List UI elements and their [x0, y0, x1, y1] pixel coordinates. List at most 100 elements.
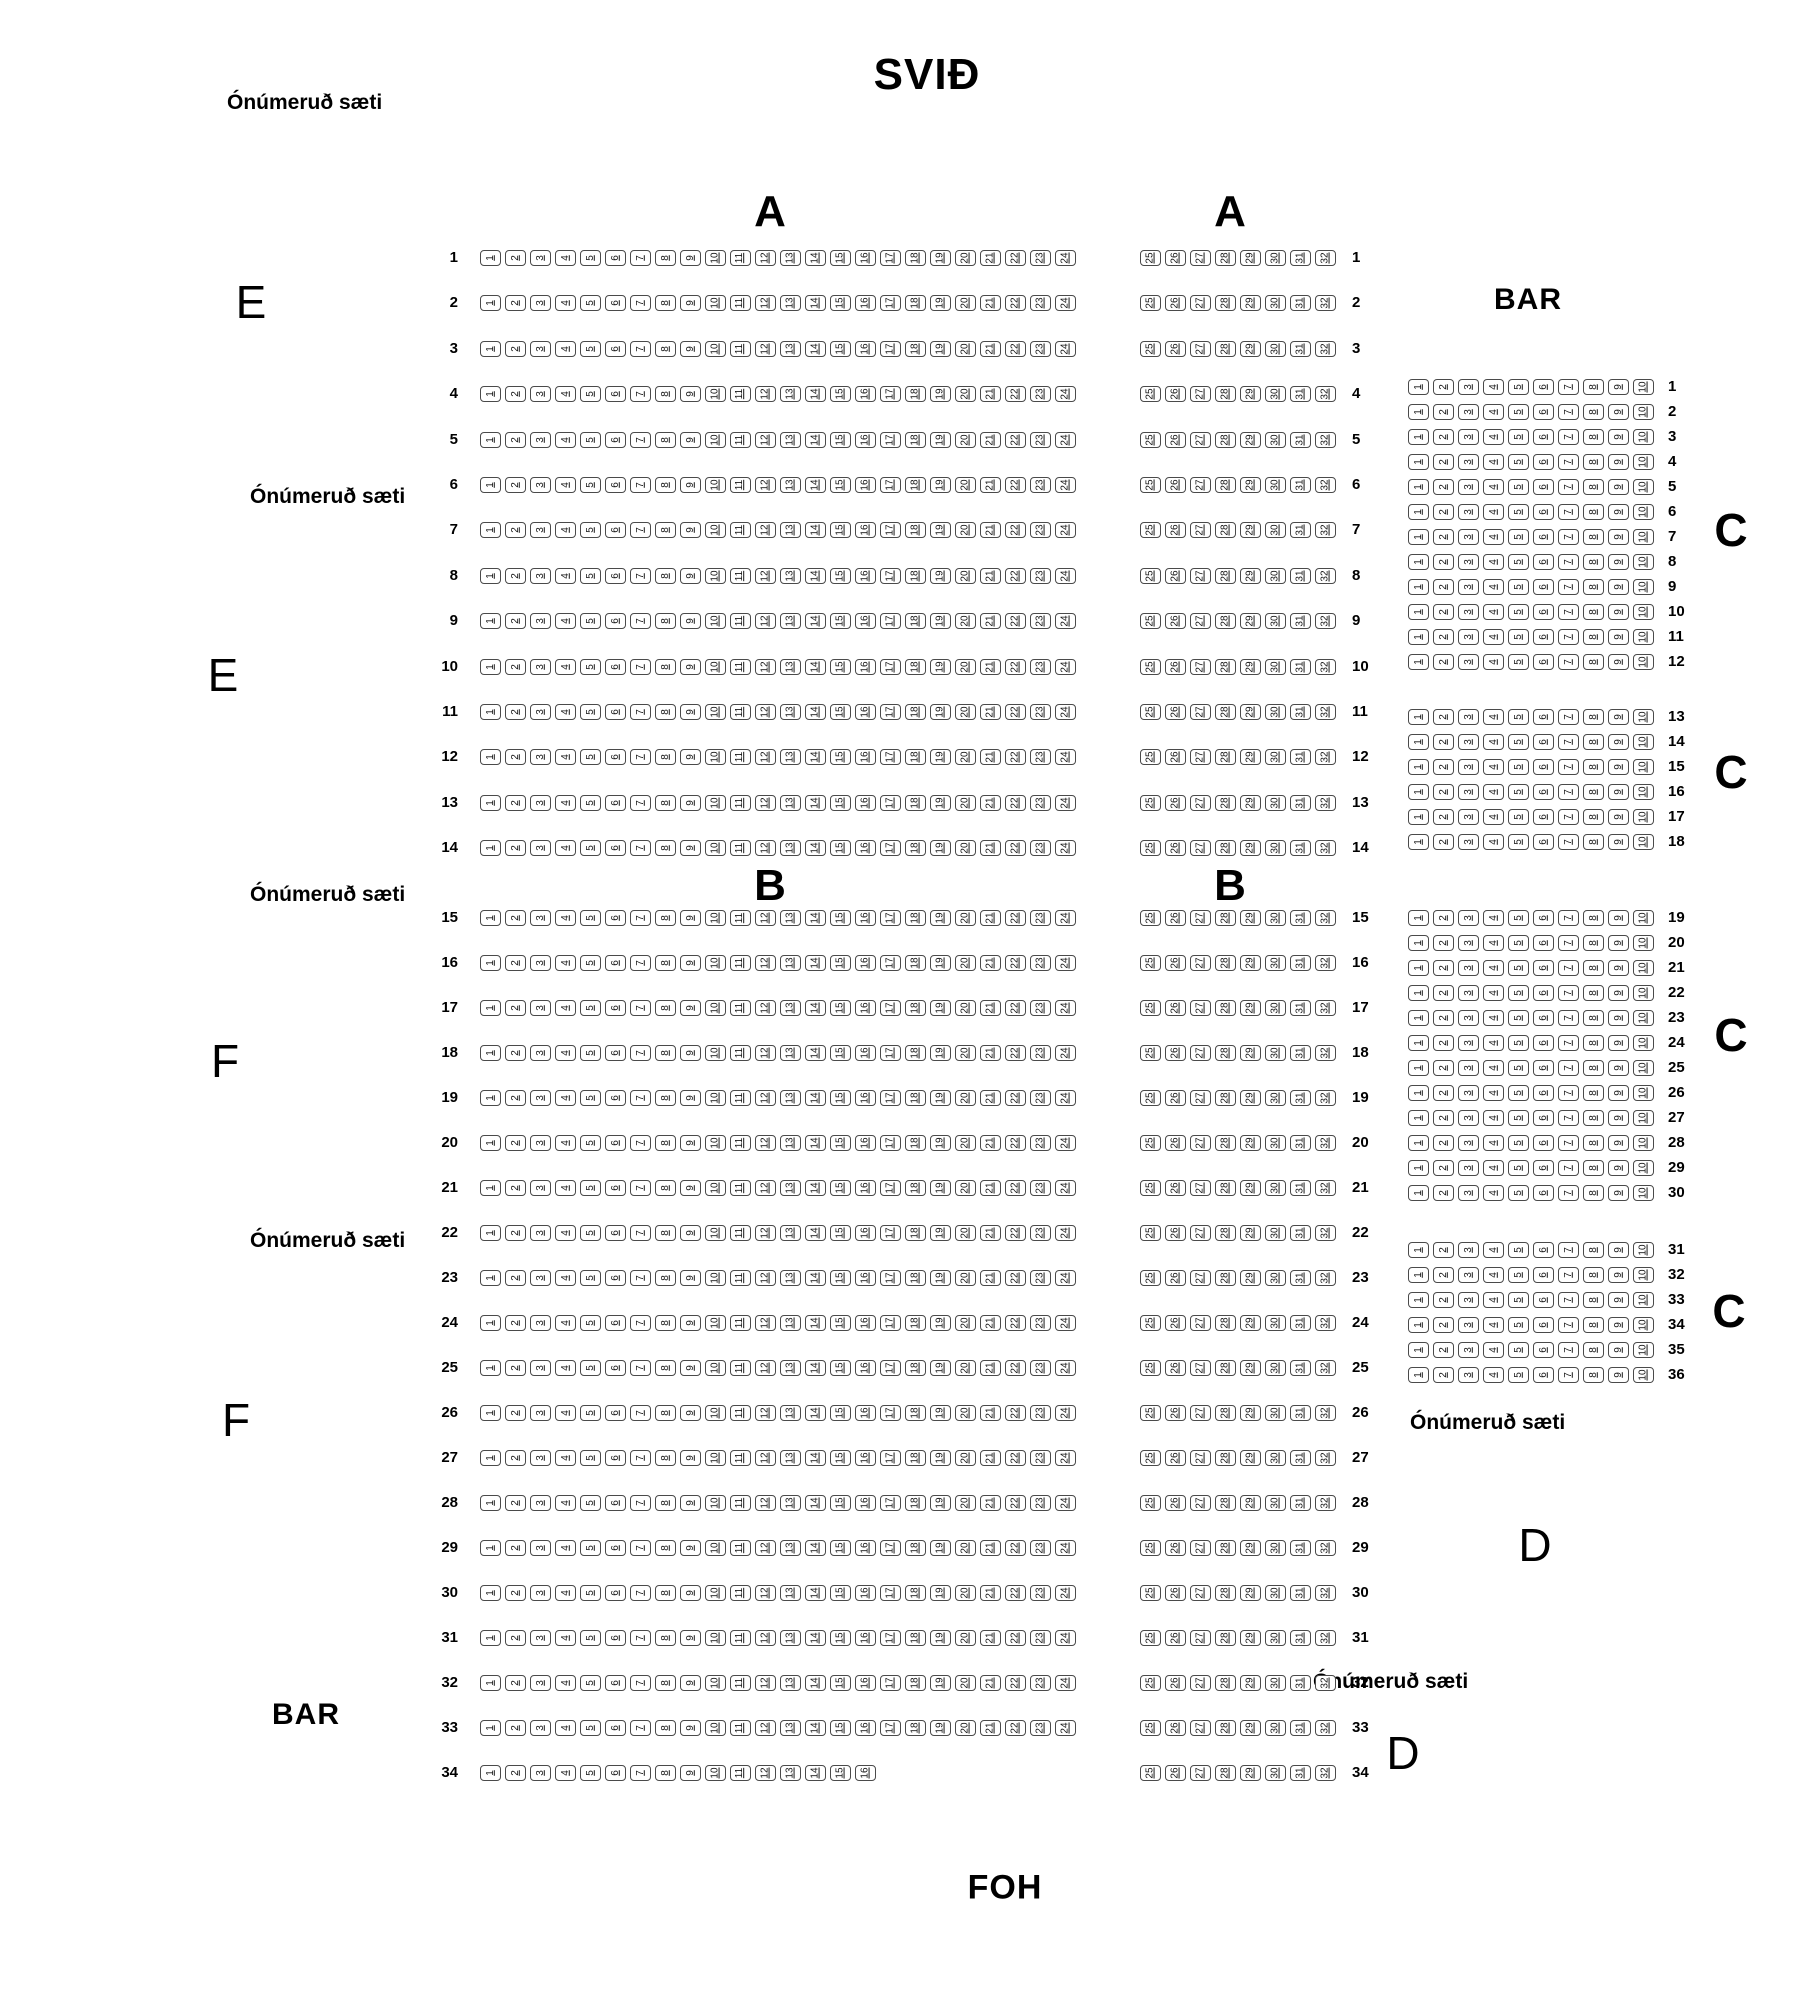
- seat[interactable]: 7: [630, 1540, 651, 1556]
- seat[interactable]: 5: [580, 1675, 601, 1691]
- seat[interactable]: 18: [905, 1000, 926, 1016]
- seat[interactable]: 17: [880, 431, 901, 448]
- seat[interactable]: 27: [1190, 1630, 1211, 1646]
- seat[interactable]: 2: [505, 1765, 526, 1781]
- seat[interactable]: 10: [705, 704, 726, 720]
- seat[interactable]: 25: [1140, 1630, 1161, 1646]
- seat[interactable]: 1: [1408, 1085, 1429, 1101]
- seat[interactable]: 2: [1433, 1060, 1454, 1076]
- seat[interactable]: 27: [1190, 477, 1211, 493]
- seat[interactable]: 29: [1240, 749, 1261, 766]
- seat[interactable]: 28: [1215, 1090, 1236, 1106]
- seat[interactable]: 24: [1055, 340, 1076, 357]
- seat[interactable]: 7: [1558, 1035, 1579, 1051]
- seat[interactable]: 6: [605, 1495, 626, 1511]
- seat[interactable]: 12: [755, 1630, 776, 1646]
- seat[interactable]: 17: [880, 1720, 901, 1736]
- seat[interactable]: 15: [830, 250, 851, 266]
- seat[interactable]: 1: [1408, 479, 1429, 495]
- seat[interactable]: 10: [705, 1180, 726, 1196]
- seat[interactable]: 28: [1215, 522, 1236, 539]
- seat[interactable]: 10: [705, 794, 726, 811]
- seat[interactable]: 8: [655, 955, 676, 971]
- seat[interactable]: 15: [830, 1000, 851, 1016]
- seat[interactable]: 3: [1458, 1267, 1479, 1283]
- seat[interactable]: 24: [1055, 794, 1076, 811]
- seat[interactable]: 28: [1215, 704, 1236, 720]
- seat[interactable]: 9: [680, 1450, 701, 1466]
- seat[interactable]: 6: [1533, 1185, 1554, 1201]
- seat[interactable]: 14: [805, 1720, 826, 1736]
- seat[interactable]: 28: [1215, 1405, 1236, 1421]
- seat[interactable]: 18: [905, 613, 926, 630]
- seat[interactable]: 7: [630, 704, 651, 720]
- seat[interactable]: 17: [880, 1135, 901, 1151]
- seat[interactable]: 1: [480, 1720, 501, 1736]
- seat[interactable]: 10: [1633, 404, 1654, 420]
- seat[interactable]: 26: [1165, 1585, 1186, 1601]
- seat[interactable]: 8: [655, 1360, 676, 1376]
- seat[interactable]: 12: [755, 1225, 776, 1241]
- seat[interactable]: 25: [1140, 1720, 1161, 1736]
- seat[interactable]: 2: [1433, 834, 1454, 850]
- seat[interactable]: 6: [1533, 759, 1554, 775]
- seat[interactable]: 29: [1240, 295, 1261, 312]
- seat[interactable]: 3: [530, 1135, 551, 1151]
- seat[interactable]: 2: [1433, 554, 1454, 570]
- seat[interactable]: 8: [655, 1540, 676, 1556]
- seat[interactable]: 32: [1315, 477, 1336, 493]
- seat[interactable]: 3: [530, 522, 551, 539]
- seat[interactable]: 8: [655, 658, 676, 675]
- seat[interactable]: 11: [730, 1225, 751, 1241]
- seat[interactable]: 32: [1315, 1540, 1336, 1556]
- seat[interactable]: 2: [505, 567, 526, 584]
- seat[interactable]: 32: [1315, 1720, 1336, 1736]
- seat[interactable]: 1: [480, 1225, 501, 1241]
- seat[interactable]: 12: [755, 1180, 776, 1196]
- seat[interactable]: 18: [905, 1720, 926, 1736]
- seat[interactable]: 7: [630, 1720, 651, 1736]
- seat[interactable]: 1: [480, 386, 501, 403]
- seat[interactable]: 2: [1433, 379, 1454, 395]
- seat[interactable]: 3: [530, 910, 551, 926]
- seat[interactable]: 23: [1030, 250, 1051, 266]
- seat[interactable]: 11: [730, 1630, 751, 1646]
- seat[interactable]: 15: [830, 658, 851, 675]
- seat[interactable]: 24: [1055, 704, 1076, 720]
- seat[interactable]: 13: [780, 658, 801, 675]
- seat[interactable]: 9: [1608, 454, 1629, 470]
- seat[interactable]: 23: [1030, 522, 1051, 539]
- seat[interactable]: 4: [555, 250, 576, 266]
- seat[interactable]: 1: [1408, 1060, 1429, 1076]
- seat[interactable]: 1: [1408, 404, 1429, 420]
- seat[interactable]: 5: [580, 1360, 601, 1376]
- seat[interactable]: 29: [1240, 613, 1261, 630]
- seat[interactable]: 8: [1583, 454, 1604, 470]
- seat[interactable]: 10: [705, 1675, 726, 1691]
- seat[interactable]: 18: [905, 1135, 926, 1151]
- seat[interactable]: 1: [1408, 579, 1429, 595]
- seat[interactable]: 1: [480, 1090, 501, 1106]
- seat[interactable]: 25: [1140, 1315, 1161, 1331]
- seat[interactable]: 2: [505, 910, 526, 926]
- seat[interactable]: 4: [555, 1000, 576, 1016]
- seat[interactable]: 8: [655, 340, 676, 357]
- seat[interactable]: 31: [1290, 1405, 1311, 1421]
- seat[interactable]: 3: [530, 840, 551, 857]
- seat[interactable]: 14: [805, 1360, 826, 1376]
- seat[interactable]: 3: [530, 1630, 551, 1646]
- seat[interactable]: 6: [605, 477, 626, 493]
- seat[interactable]: 19: [930, 794, 951, 811]
- seat[interactable]: 26: [1165, 250, 1186, 266]
- seat[interactable]: 32: [1315, 250, 1336, 266]
- seat[interactable]: 4: [1483, 1110, 1504, 1126]
- seat[interactable]: 26: [1165, 1765, 1186, 1781]
- seat[interactable]: 1: [480, 340, 501, 357]
- seat[interactable]: 1: [1408, 1342, 1429, 1358]
- seat[interactable]: 9: [1608, 910, 1629, 926]
- seat[interactable]: 17: [880, 910, 901, 926]
- seat[interactable]: 19: [930, 567, 951, 584]
- seat[interactable]: 4: [1483, 1185, 1504, 1201]
- seat[interactable]: 8: [655, 1135, 676, 1151]
- seat[interactable]: 1: [1408, 935, 1429, 951]
